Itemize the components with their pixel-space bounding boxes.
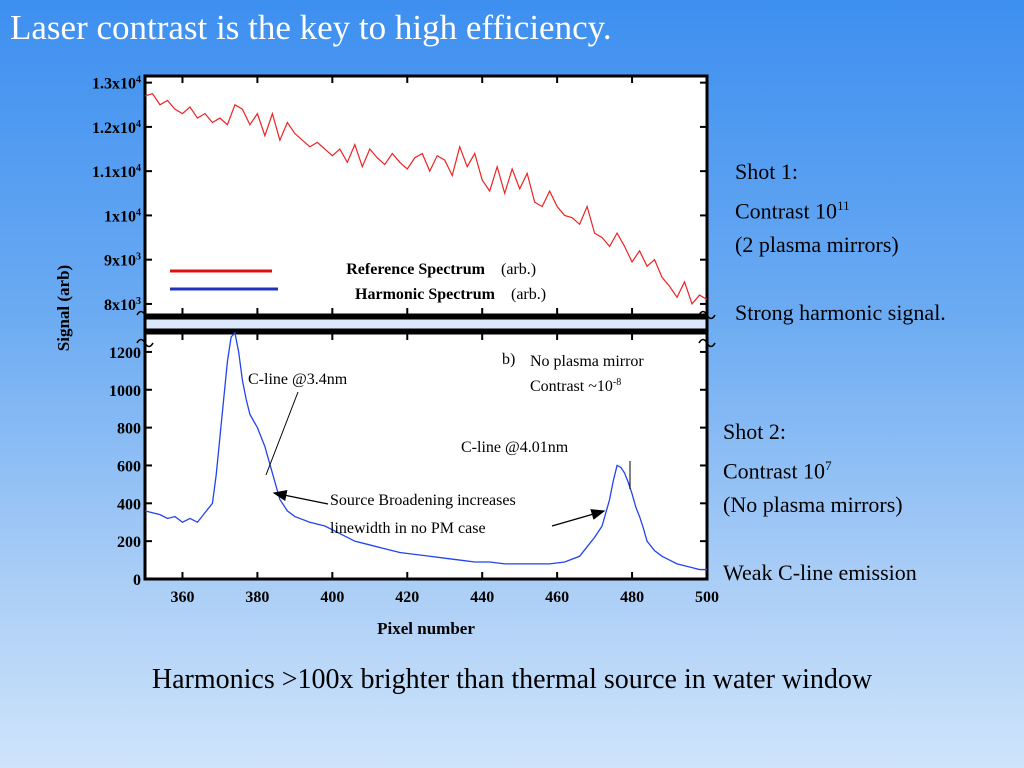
shot2-block: Shot 2: Contrast 107 (No plasma mirrors)… [723,415,917,590]
lower-y-tick-label: 400 [117,496,141,513]
x-axis-label: Pixel number [377,619,475,638]
lower-y-tick-label: 800 [117,421,141,438]
shot1-label: Shot 1: [735,159,798,184]
legend-harmonic-label: Harmonic Spectrum [355,286,496,303]
harmonic-spectrum-line [144,331,707,571]
x-tick-label: 400 [320,589,344,606]
panel-note-line1: No plasma mirror [530,353,644,370]
shot2-contrast-exponent: 7 [825,458,832,473]
panel-note-line2: Contrast ~10-8 [530,377,621,395]
broadening-note-line1: Source Broadening increases [330,492,516,509]
broadening-arrow-right [551,509,606,527]
c-line-3-4nm-pointer [265,391,299,476]
shot2-plasma-note: (No plasma mirrors) [723,492,903,518]
x-tick-label: 380 [245,589,269,606]
legend-harmonic-unit: (arb.) [511,286,546,303]
shot1-contrast-text: Contrast 10 [735,198,838,224]
broadening-note-line2: linewidth in no PM case [330,520,486,537]
axis-break-band [143,316,709,332]
shot1-block: Shot 1: Contrast 1011 (2 plasma mirrors)… [735,155,946,330]
shot2-label: Shot 2: [723,419,786,444]
shot1-plasma-note: (2 plasma mirrors) [735,232,899,258]
upper-panel: 1.3x104 1.2x104 1.1x104 1x104 9x103 8x103 Refe… [92,74,709,317]
panel-b-label: b) [502,351,515,368]
shot1-contrast: Contrast 1011 [735,189,946,228]
x-tick-label: 420 [395,589,419,606]
c-line-3-4nm-label: C-line @3.4nm [248,371,348,388]
lower-plot-area [143,331,709,581]
lower-y-tick-label: 0 [133,572,141,589]
y-axis-label: Signal (arb) [54,265,73,351]
lower-panel: 0 200 400 600 800 1000 1200 360 380 400 420 440 460 4… [109,331,719,606]
lower-y-tick-label: 200 [117,534,141,551]
shot1-result: Strong harmonic signal. [735,300,946,326]
upper-y-tick-label: 1.2x104 [92,119,141,137]
chart-overlay: Pixel number Signal (arb) [54,265,716,638]
broadening-arrow-left [272,490,329,505]
axis-break-squiggle [698,338,716,348]
lower-y-tick-label: 1200 [109,345,141,362]
shot2-result: Weak C-line emission [723,560,917,586]
c-line-4-01nm-label: C-line @4.01nm [461,439,569,456]
upper-y-tick-label: 1.1x104 [92,163,141,181]
reference-spectrum-line [144,93,708,306]
x-tick-label: 440 [470,589,494,606]
x-tick-label: 500 [695,589,719,606]
axis-break-squiggle [136,338,154,348]
x-tick-label: 460 [545,589,569,606]
x-tick-label: 480 [620,589,644,606]
axis-break-squiggle [136,310,154,320]
axis-break-squiggle [698,310,716,320]
x-tick-label: 360 [170,589,194,606]
lower-y-tick-label: 1000 [109,383,141,400]
legend-reference-label: Reference Spectrum [346,261,485,278]
slide-title: Laser contrast is the key to high effici… [10,8,612,47]
upper-y-tick-label: 9x103 [104,252,141,270]
upper-y-tick-label: 8x103 [104,296,141,314]
upper-y-tick-label: 1.3x104 [92,75,141,93]
legend-reference-unit: (arb.) [501,261,536,278]
upper-plot-area [143,74,709,317]
bottom-caption: Harmonics >100x brighter than thermal so… [151,664,873,695]
shot2-contrast: Contrast 107 [723,449,917,488]
upper-y-tick-label: 1x104 [104,207,141,225]
lower-y-tick-label: 600 [117,458,141,475]
shot1-contrast-exponent: 11 [837,198,850,213]
shot2-contrast-text: Contrast 10 [723,458,826,484]
